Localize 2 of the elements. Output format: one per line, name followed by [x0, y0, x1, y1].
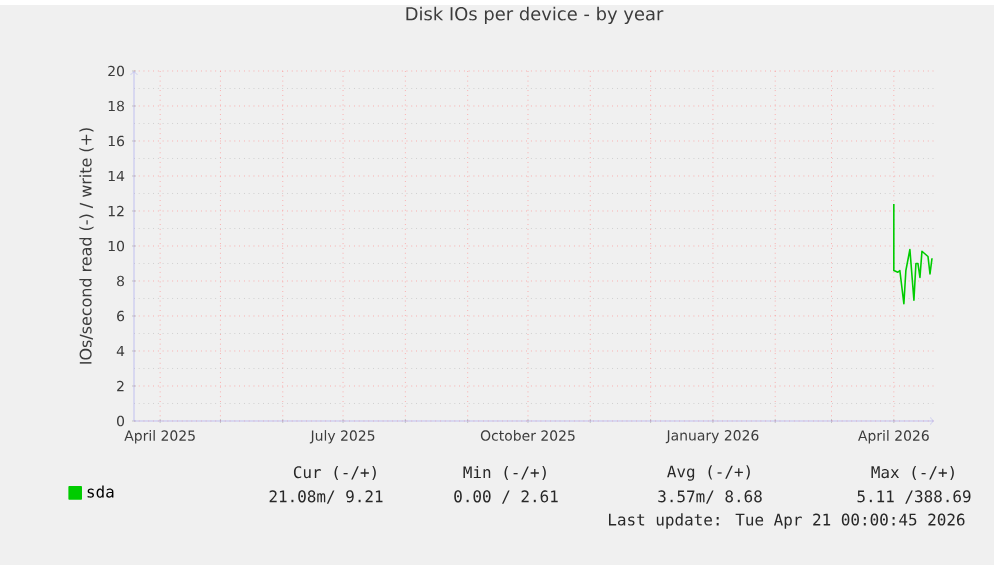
chart-title: Disk IOs per device - by year: [406, 7, 664, 25]
line-series: [893, 203, 933, 306]
